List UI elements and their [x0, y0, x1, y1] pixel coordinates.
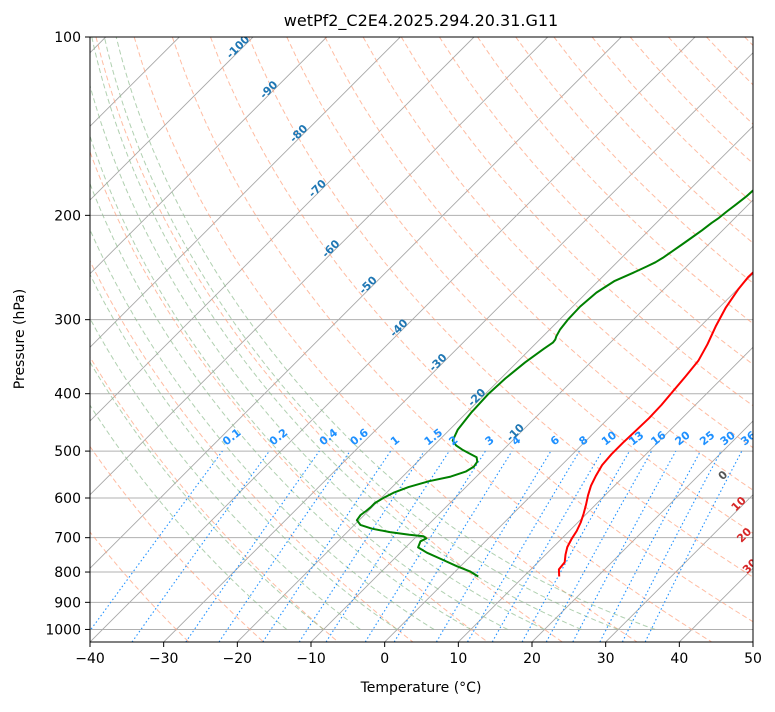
theta-e-label: 30 [740, 556, 760, 576]
dry-adiabat [592, 37, 775, 642]
isotherm-line [0, 37, 474, 642]
theta-e-label: 20 [734, 525, 754, 545]
moist-adiabat [34, 37, 434, 629]
mixing-ratio-line [436, 451, 551, 642]
theta-e-label: 0 [716, 468, 731, 483]
x-tick-label: 40 [670, 651, 688, 667]
mixing-ratio-label: 1.5 [422, 426, 445, 448]
y-tick-label: 200 [54, 208, 81, 224]
x-tick-label: −10 [296, 651, 326, 667]
chart-title: wetPf2_C2E4.2025.294.20.31.G11 [284, 11, 558, 31]
plot-frame [90, 37, 753, 642]
mixing-ratio-line [546, 451, 651, 642]
y-tick-label: 600 [54, 491, 81, 507]
y-tick-label: 1000 [45, 622, 81, 638]
y-tick-label: 500 [54, 444, 81, 460]
x-tick-label: 0 [380, 651, 389, 667]
moist-adiabat [0, 37, 287, 629]
x-tick-label: −20 [223, 651, 253, 667]
isotherm-label: -80 [287, 122, 310, 145]
y-tick-label: 100 [54, 30, 81, 46]
isotherm-line [0, 37, 548, 642]
mixing-ratio-label: 0.1 [220, 426, 243, 448]
moist-adiabat [104, 37, 618, 629]
isotherm-line [237, 37, 775, 642]
x-tick-label: 30 [597, 651, 615, 667]
isotherm-line [532, 37, 775, 642]
theta-e-label: 40 [749, 584, 769, 604]
mixing-ratio-label: 3 [483, 433, 497, 448]
moist-adiabat [0, 37, 324, 629]
x-tick-label: 10 [449, 651, 467, 667]
mixing-ratio-label: 0.6 [348, 426, 372, 448]
isotherm-line [679, 37, 775, 642]
mixing-ratio-label: 8 [576, 433, 590, 448]
isotherm-line [0, 37, 253, 642]
isotherm-line [311, 37, 775, 642]
x-tick-label: −40 [75, 651, 105, 667]
dry-adiabat [554, 37, 775, 642]
mixing-ratio-line [573, 451, 676, 642]
x-axis-label: Temperature (°C) [360, 680, 482, 696]
mixing-ratio-line [263, 451, 391, 642]
mixing-ratio-label: 30 [718, 428, 738, 448]
dewpoint-profile [357, 37, 775, 577]
moist-adiabat [92, 37, 582, 629]
y-tick-label: 900 [54, 595, 81, 611]
y-tick-label: 700 [54, 531, 81, 547]
isotherm-line [164, 37, 769, 642]
moist-adiabat [50, 37, 471, 629]
dry-adiabat [20, 37, 413, 642]
isotherm-line [0, 37, 400, 642]
dry-adiabat [668, 37, 775, 642]
y-tick-label: 300 [54, 313, 81, 329]
theta-e-label: 10 [729, 494, 749, 514]
dry-adiabat [172, 37, 711, 642]
mixing-ratio-label: 36 [738, 428, 758, 448]
mixing-ratio-label: 10 [599, 428, 619, 448]
mixing-ratio-line [600, 451, 701, 642]
mixing-ratio-line [622, 451, 721, 642]
isotherm-label: -60 [319, 237, 342, 260]
x-tick-label: −30 [149, 651, 179, 667]
dry-adiabat [0, 37, 338, 642]
mixing-ratio-label: 25 [697, 429, 717, 449]
isotherm-line [90, 37, 695, 642]
dry-adiabat [478, 37, 775, 642]
isotherm-label: -70 [306, 177, 329, 200]
isotherm-label: -10 [504, 421, 527, 444]
mixing-ratio-label: 6 [548, 433, 562, 448]
isotherm-line [753, 37, 775, 642]
mixing-ratio-label: 16 [648, 428, 668, 448]
y-axis-label: Pressure (hPa) [12, 289, 28, 389]
dry-adiabat [0, 37, 189, 642]
dry-adiabat [745, 37, 775, 642]
isotherm-line [458, 37, 775, 642]
mixing-ratio-line [468, 451, 580, 642]
isotherm-line [385, 37, 775, 642]
y-tick-label: 400 [54, 387, 81, 403]
temperature-profile [559, 37, 775, 577]
dry-adiabat [707, 37, 775, 642]
mixing-ratio-line [326, 451, 449, 642]
isotherm-label: -20 [465, 386, 488, 409]
x-tick-label: 50 [744, 651, 762, 667]
y-tick-label: 800 [54, 565, 81, 581]
x-tick-label: 20 [523, 651, 541, 667]
isotherm-line [0, 37, 327, 642]
isotherm-line [16, 37, 621, 642]
